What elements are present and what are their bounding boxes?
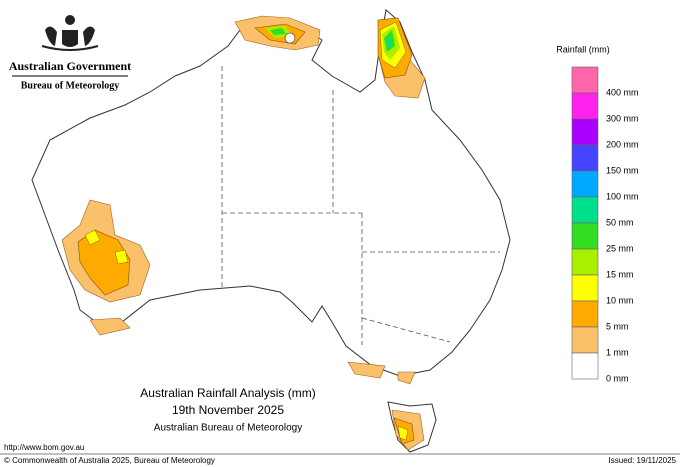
legend-swatch <box>571 144 599 172</box>
legend-label: 25 mm <box>606 243 634 253</box>
legend-label: 10 mm <box>606 295 634 305</box>
map-source: Australian Bureau of Meteorology <box>154 423 302 434</box>
legend-label: 5 mm <box>606 321 629 331</box>
legend-title: Rainfall (mm) <box>556 44 610 54</box>
footer-copyright: © Commonwealth of Australia 2025, Bureau… <box>4 456 215 465</box>
legend-swatch <box>571 196 599 224</box>
legend-swatch <box>571 248 599 276</box>
legend-swatch <box>571 118 599 146</box>
legend-swatch <box>571 274 599 302</box>
government-name: Australian Government <box>9 59 131 73</box>
legend: 400 mm 300 mm 200 mm 150 mm 100 mm 50 mm 25 mm… <box>571 66 639 383</box>
legend-swatch <box>571 66 599 94</box>
footer-url: http://www.bom.gov.au <box>4 443 84 452</box>
legend-label: 0 mm <box>606 373 629 383</box>
legend-label: 15 mm <box>606 269 634 279</box>
legend-label: 100 mm <box>606 191 639 201</box>
legend-swatch <box>571 92 599 120</box>
legend-label: 50 mm <box>606 217 634 227</box>
rainfall-areas <box>61 15 426 451</box>
crest <box>41 15 99 51</box>
legend-swatch <box>571 352 599 380</box>
legend-swatch <box>571 300 599 328</box>
map-title: Australian Rainfall Analysis (mm) <box>140 386 315 400</box>
legend-label: 200 mm <box>606 139 639 149</box>
state-borders <box>221 66 500 345</box>
footer-issued: Issued: 19/11/2025 <box>609 456 677 465</box>
legend-label: 1 mm <box>606 347 629 357</box>
legend-label: 300 mm <box>606 113 639 123</box>
legend-swatch <box>571 222 599 250</box>
legend-label: 400 mm <box>606 87 639 97</box>
agency-name: Bureau of Meteorology <box>21 80 120 91</box>
map-date: 19th November 2025 <box>172 403 284 417</box>
legend-label: 150 mm <box>606 165 639 175</box>
legend-swatch <box>571 326 599 354</box>
legend-swatch <box>571 170 599 198</box>
